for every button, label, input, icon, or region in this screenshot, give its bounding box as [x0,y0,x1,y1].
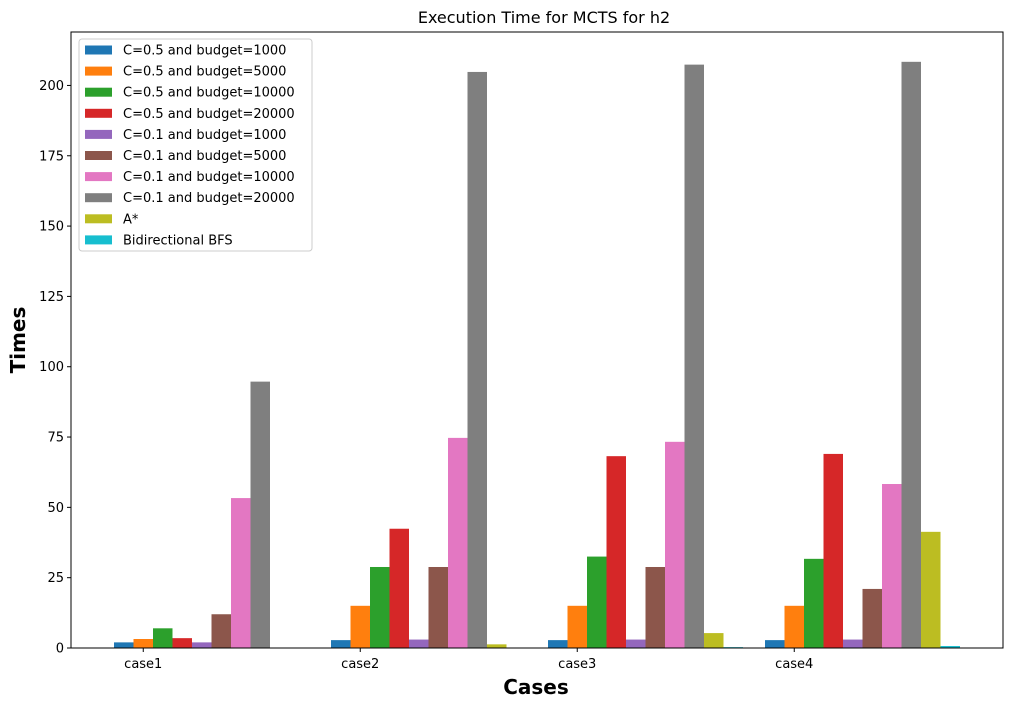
bar [548,640,568,648]
bar [250,381,270,648]
bar [882,484,902,648]
bar [487,644,507,648]
bar [409,639,429,648]
legend-label: C=0.5 and budget=5000 [123,65,286,80]
bar [606,456,626,648]
bar [704,633,724,648]
y-tick-label: 50 [47,501,64,516]
legend-swatch [85,87,112,97]
legend-swatch [85,129,112,139]
bar [370,566,390,648]
bar [823,453,843,648]
legend-label: C=0.5 and budget=20000 [123,107,295,122]
bar [645,566,665,648]
bar [804,558,824,648]
legend-swatch [85,108,112,118]
legend-swatch [85,193,112,203]
bar [901,61,921,648]
bar [921,531,941,648]
legend-label: A* [123,212,139,227]
x-tick-label: case4 [775,657,813,672]
bar [626,639,646,648]
legend-swatch [85,45,112,55]
x-axis-label: Cases [503,675,569,699]
bar [133,638,153,648]
bar [940,646,960,648]
legend-label: C=0.1 and budget=10000 [123,170,295,185]
bar [448,437,468,648]
plot-frame [70,31,1004,649]
y-tick-label: 125 [39,290,64,305]
bar [843,639,863,648]
x-tick-label: case3 [558,657,596,672]
bar [389,528,409,648]
legend-swatch [85,235,112,245]
legend-swatch [85,172,112,182]
bar [784,605,804,648]
bar [231,498,251,648]
legend-swatch [85,214,112,224]
bar [350,605,370,648]
legend-label: C=0.5 and budget=10000 [123,86,295,101]
y-tick-label: 175 [39,149,64,164]
bar [192,642,212,648]
legend-frame [78,38,313,252]
bar [331,640,351,648]
bar [172,638,192,648]
bar [428,566,448,648]
y-axis: 0 25 50 75 100 125 150 175 200 [39,79,71,657]
legend-label: Bidirectional BFS [123,233,233,248]
y-tick-label: 200 [39,79,64,94]
y-tick-label: 100 [39,360,64,375]
y-tick-label: 150 [39,220,64,235]
legend-label: C=0.1 and budget=20000 [123,191,295,206]
bar [114,642,134,648]
chart-title: Execution Time for MCTS for h2 [418,8,670,27]
bar [211,614,231,648]
y-tick-label: 0 [56,642,64,657]
legend-swatch [85,151,112,160]
x-tick-label: case1 [124,657,162,672]
bar [765,640,785,648]
bar [567,605,587,648]
legend-label: C=0.1 and budget=1000 [123,128,286,143]
y-tick-label: 75 [47,431,64,446]
bars [114,61,960,649]
bar [862,588,882,648]
legend-label: C=0.5 and budget=1000 [123,44,286,59]
bar [467,71,487,649]
x-axis: case1 case2 case3 case4 [124,648,813,672]
legend-swatch [85,66,112,76]
legend: C=0.5 and budget=1000 C=0.5 and budget=50… [78,38,313,252]
legend-label: C=0.1 and budget=5000 [123,149,286,164]
bar [153,628,173,648]
bar [684,64,704,649]
bar [665,441,685,648]
y-tick-label: 25 [47,571,64,586]
x-tick-label: case2 [341,657,379,672]
y-axis-label: Times [6,307,30,374]
bar [587,556,607,648]
